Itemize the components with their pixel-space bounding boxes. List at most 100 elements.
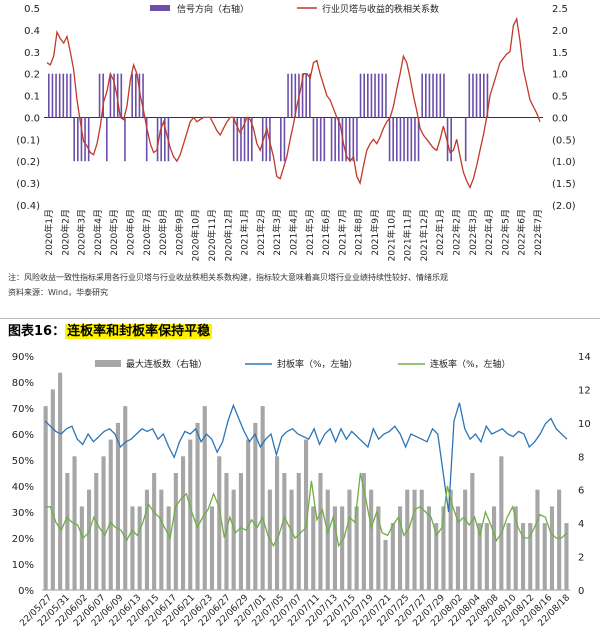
max-consecutive-bar [513, 506, 518, 590]
max-consecutive-bar [296, 473, 301, 590]
max-consecutive-bar [246, 439, 251, 590]
max-consecutive-bar [419, 489, 424, 590]
note-line-2: 资料来源：Wind，华泰研究 [8, 288, 109, 297]
left-axis-tick-label: 0.5 [24, 4, 40, 15]
right-axis-tick-label: (1.0) [552, 157, 576, 168]
x-axis-tick-label: 2020年7月 [141, 209, 153, 256]
max-consecutive-bar [58, 372, 63, 590]
max-consecutive-bar [499, 456, 504, 590]
left-axis-tick-label: 20% [12, 534, 34, 545]
max-consecutive-bar [173, 473, 178, 590]
right-axis-tick-label: 6 [578, 486, 584, 497]
figure-16-title: 图表16： 连板率和封板率保持平稳 [8, 320, 213, 339]
max-consecutive-bar [390, 523, 395, 590]
legend-swatch-max-bar [95, 360, 121, 367]
right-axis-tick-label: 8 [578, 452, 584, 463]
legend-label-seal: 封板率（%，左轴） [277, 358, 358, 370]
max-consecutive-bar [79, 506, 84, 590]
x-axis-tick-label: 2020年4月 [92, 209, 104, 256]
max-consecutive-bar [188, 439, 193, 590]
right-axis-tick-label: 2.0 [552, 26, 568, 37]
right-axis-tick-label: 1.0 [552, 70, 568, 81]
right-axis-tick-label: 0.5 [552, 92, 568, 103]
max-consecutive-bar [108, 439, 113, 590]
x-axis-tick-label: 2020年3月 [76, 209, 88, 256]
right-axis-tick-label: (2.0) [552, 201, 576, 212]
max-consecutive-bar [209, 506, 214, 590]
x-axis-tick-label: 2020年12月 [222, 209, 234, 261]
x-axis-tick-label: 2022年4月 [483, 209, 495, 256]
legend-label-corr: 行业贝塔与收益的秩相关系数 [322, 3, 439, 15]
x-axis-tick-label: 2020年10月 [190, 209, 202, 261]
x-axis-tick-label: 2021年2月 [255, 209, 267, 256]
max-consecutive-bar [347, 489, 352, 590]
x-axis-tick-label: 2022年7月 [532, 209, 544, 256]
right-axis-tick-label: 10 [578, 419, 591, 430]
max-consecutive-bar [369, 489, 374, 590]
left-axis-tick-label: (0.1) [16, 135, 40, 146]
x-axis-tick-label: 2020年5月 [108, 209, 120, 256]
x-axis-tick-label: 2022年6月 [516, 209, 528, 256]
max-consecutive-bar [238, 473, 243, 590]
left-axis-tick-label: 0.2 [24, 70, 40, 81]
x-axis-tick-label: 2022年1月 [434, 209, 446, 256]
seal-rate-line [44, 402, 568, 513]
max-consecutive-bar [484, 523, 489, 590]
max-consecutive-bar [340, 506, 345, 590]
max-consecutive-bar [405, 489, 410, 590]
max-consecutive-bar [318, 473, 323, 590]
right-axis-tick-label: 2 [578, 553, 584, 564]
legend-label-max-bar: 最大连板数（右轴） [126, 358, 207, 370]
max-consecutive-bar [528, 523, 533, 590]
right-axis-tick-label: 14 [578, 352, 591, 363]
max-consecutive-bar [282, 473, 287, 590]
max-consecutive-bar [159, 489, 164, 590]
max-consecutive-bar [521, 523, 526, 590]
right-axis-tick-label: (0.5) [552, 135, 576, 146]
max-consecutive-bar [564, 523, 569, 590]
legend-label-signal: 信号方向（右轴） [177, 3, 249, 15]
x-axis-tick-label: 2021年11月 [402, 209, 414, 261]
figure-title-prefix: 图表16： [8, 324, 66, 339]
max-consecutive-bar [202, 406, 207, 590]
left-axis-tick-label: 80% [12, 378, 34, 389]
max-consecutive-bar [434, 523, 439, 590]
x-axis-tick-label: 2022年2月 [451, 209, 463, 256]
max-consecutive-bar [166, 506, 171, 590]
max-consecutive-bar [101, 456, 106, 590]
x-axis-tick-label: 2021年9月 [369, 209, 381, 256]
right-axis-tick-label: 0 [578, 586, 584, 597]
left-axis-tick-label: 0.1 [24, 92, 40, 103]
chart-2-limit-up-rates: 90% 80% 70% 60% 50% 40% 30% 20% 10% 0% 14 12 10 8 6 4 2 0… [12, 352, 591, 629]
left-axis-tick-label: 0.0 [24, 113, 40, 124]
right-axis-tick-label: 1.5 [552, 48, 568, 59]
max-consecutive-bar [144, 489, 149, 590]
legend-label-cont: 连板率（%，左轴） [430, 358, 511, 370]
max-consecutive-bar [477, 523, 482, 590]
chart-1-note: 注：风险收益一致性指标采用各行业贝塔与行业收益秩相关系数构建，指标较大意味着高贝… [8, 270, 594, 300]
max-consecutive-bar [253, 422, 258, 590]
max-consecutive-bar [398, 506, 403, 590]
x-axis-tick-label: 2020年1月 [43, 209, 55, 256]
max-consecutive-bar [426, 506, 431, 590]
x-axis-tick-label: 2020年6月 [125, 209, 137, 256]
x-axis-tick-label: 2021年4月 [288, 209, 300, 256]
left-axis-tick-label: 0.4 [24, 26, 40, 37]
max-consecutive-bar [260, 406, 265, 590]
rank-correlation-line [46, 16, 541, 190]
right-axis-tick-label: 2.5 [552, 4, 568, 15]
max-consecutive-bar [376, 506, 381, 590]
max-consecutive-bar [325, 489, 330, 590]
x-axis-tick-label: 2021年3月 [271, 209, 283, 256]
x-axis-tick-label: 2021年10月 [385, 209, 397, 261]
left-axis-tick-label: 0% [18, 586, 34, 597]
max-consecutive-bar [152, 473, 157, 590]
x-axis-tick-label: 2022年3月 [467, 209, 479, 256]
left-axis-tick-label: 40% [12, 482, 34, 493]
right-axis-tick-label: (1.5) [552, 179, 576, 190]
max-consecutive-bar [470, 473, 475, 590]
max-consecutive-bar [65, 473, 70, 590]
left-axis-tick-label: 60% [12, 430, 34, 441]
x-axis-tick-label: 2020年2月 [59, 209, 71, 256]
note-line-1: 注：风险收益一致性指标采用各行业贝塔与行业收益秩相关系数构建，指标较大意味着高贝… [8, 273, 448, 282]
